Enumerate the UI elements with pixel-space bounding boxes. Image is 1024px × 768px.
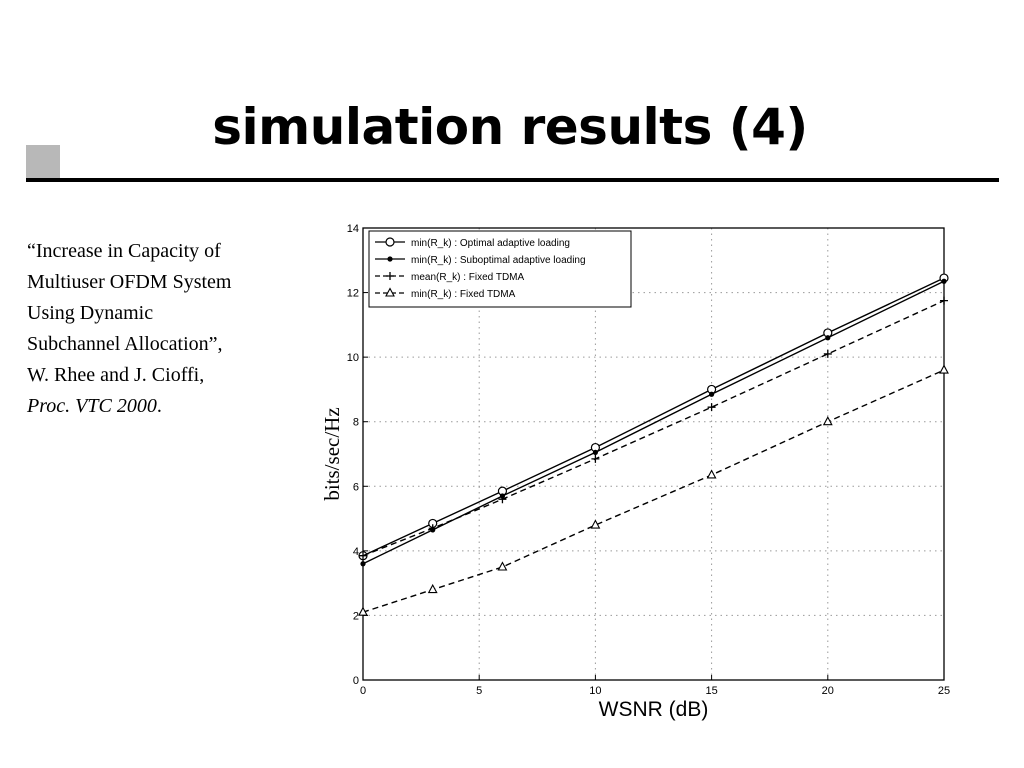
data-point-series-4 [497, 561, 508, 571]
y-tick-label: 6 [353, 481, 359, 493]
data-point-series-2 [941, 278, 947, 284]
legend-marker-3 [386, 272, 394, 280]
y-tick-label: 10 [347, 352, 359, 364]
citation-line-venue: Proc. VTC 2000. [27, 391, 307, 422]
y-tick-label: 8 [353, 417, 359, 429]
data-point-series-4 [706, 469, 717, 479]
data-point-series-3 [359, 551, 367, 560]
y-tick-label: 14 [347, 223, 359, 235]
data-point-series-4 [822, 416, 833, 426]
data-point-series-4 [358, 606, 368, 616]
plot-frame [362, 227, 945, 681]
legend-marker-1 [385, 237, 395, 247]
x-tick-label: 5 [476, 685, 482, 697]
x-tick-label: 0 [360, 685, 366, 697]
data-point-series-3 [707, 403, 716, 412]
y-tick-label: 4 [353, 546, 359, 558]
x-tick-label: 15 [705, 685, 717, 697]
citation-line: “Increase in Capacity of [27, 240, 221, 262]
citation: “Increase in Capacity of Multiuser OFDM … [27, 236, 307, 422]
data-point-series-3 [591, 454, 600, 463]
x-tick-label: 25 [938, 685, 950, 697]
legend-label-4: min(R_k) : Fixed TDMA [411, 289, 516, 300]
series-line-4 [362, 369, 945, 613]
x-axis-label: WSNR (dB) [599, 698, 709, 721]
y-axis-label: bits/sec/Hz [320, 407, 344, 500]
citation-line: Subchannel Allocation”, [27, 333, 223, 355]
chart-svg: 0 5 10 15 20 25 0 2 4 6 8 10 12 14 WSNR (dB) bits/sec/H… [320, 223, 950, 721]
y-tick-label: 12 [347, 288, 359, 300]
data-point-series-4 [590, 519, 601, 529]
citation-line: Using Dynamic [27, 302, 154, 324]
y-tick-label: 2 [353, 610, 359, 622]
data-point-series-3 [498, 495, 507, 504]
x-tick-label: 20 [822, 685, 834, 697]
y-tick-label: 0 [353, 675, 359, 687]
series-line-1 [362, 277, 945, 557]
citation-period: . [156, 395, 162, 417]
legend-label-1: min(R_k) : Optimal adaptive loading [411, 238, 570, 249]
data-point-series-3 [428, 524, 437, 533]
slide-title: simulation results (4) [212, 98, 808, 156]
data-point-series-3 [823, 349, 832, 358]
title-rule [26, 178, 999, 182]
legend-label-3: mean(R_k) : Fixed TDMA [411, 272, 525, 283]
series-line-3 [362, 300, 945, 557]
data-point-series-2 [825, 335, 831, 341]
citation-line: W. Rhee and J. Cioffi, [27, 364, 205, 386]
legend-marker-4 [385, 287, 395, 297]
data-point-series-2 [709, 391, 715, 397]
legend-label-2: min(R_k) : Suboptimal adaptive loading [411, 255, 586, 266]
citation-line: Multiuser OFDM System [27, 271, 232, 293]
data-point-series-3 [940, 296, 948, 305]
capacity-chart: 0 5 10 15 20 25 0 2 4 6 8 10 12 14 WSNR (dB) bits/sec/H… [310, 210, 970, 730]
data-point-series-2 [592, 449, 598, 455]
data-point-series-4 [939, 364, 949, 374]
citation-venue: Proc. VTC 2000 [27, 395, 157, 417]
x-tick-label: 10 [589, 685, 601, 697]
legend-marker-2 [387, 256, 393, 262]
data-point-series-2 [360, 561, 366, 567]
legend-box [368, 230, 632, 308]
data-point-series-4 [427, 583, 438, 594]
title-marker [26, 145, 60, 179]
